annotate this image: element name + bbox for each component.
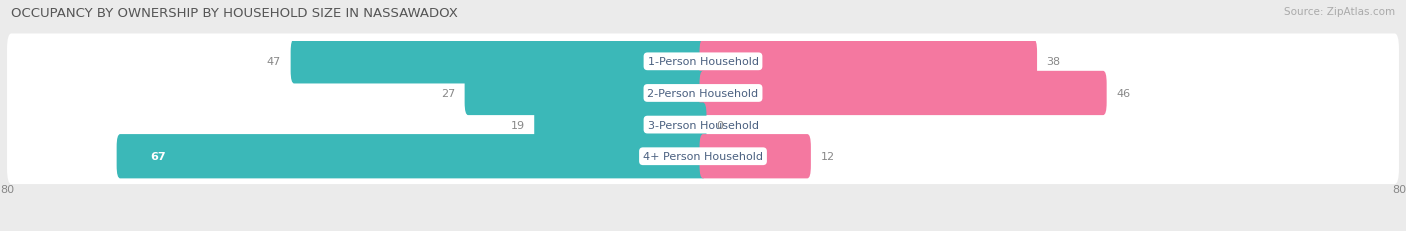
Text: 12: 12 [821,152,835,161]
FancyBboxPatch shape [7,66,1399,121]
Text: 46: 46 [1116,88,1130,99]
Text: 38: 38 [1046,57,1060,67]
FancyBboxPatch shape [464,72,706,116]
Text: 1-Person Household: 1-Person Household [648,57,758,67]
Text: 27: 27 [441,88,456,99]
Text: 19: 19 [510,120,524,130]
Text: 67: 67 [150,152,166,161]
Text: 3-Person Household: 3-Person Household [648,120,758,130]
Text: OCCUPANCY BY OWNERSHIP BY HOUSEHOLD SIZE IN NASSAWADOX: OCCUPANCY BY OWNERSHIP BY HOUSEHOLD SIZE… [11,7,458,20]
FancyBboxPatch shape [7,97,1399,153]
FancyBboxPatch shape [700,72,1107,116]
Text: 4+ Person Household: 4+ Person Household [643,152,763,161]
FancyBboxPatch shape [700,134,811,179]
FancyBboxPatch shape [117,134,706,179]
Text: 0: 0 [716,120,723,130]
Text: 47: 47 [267,57,281,67]
FancyBboxPatch shape [700,40,1038,84]
Text: 2-Person Household: 2-Person Household [647,88,759,99]
FancyBboxPatch shape [534,103,706,147]
FancyBboxPatch shape [7,129,1399,184]
Text: Source: ZipAtlas.com: Source: ZipAtlas.com [1284,7,1395,17]
FancyBboxPatch shape [291,40,706,84]
FancyBboxPatch shape [7,34,1399,90]
